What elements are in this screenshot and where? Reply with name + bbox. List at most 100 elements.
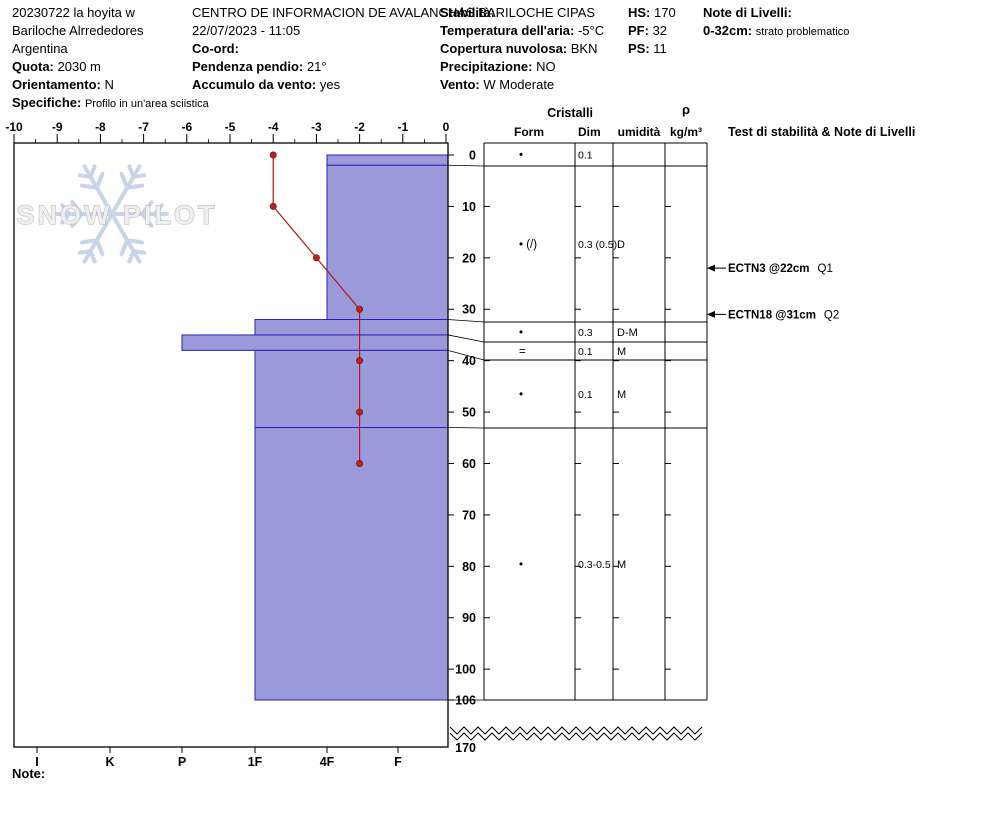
layer-connectors <box>447 164 485 701</box>
layer-bar-2 <box>326 164 449 321</box>
snowflake-spoke <box>110 164 142 216</box>
temp-tick-label: -4 <box>268 120 279 134</box>
layer-connector <box>447 319 485 323</box>
test-result-2: ECTN18 @31cm Q2 <box>728 309 839 321</box>
report-country-text: Argentina <box>12 41 68 56</box>
cell-form-6: • <box>519 559 523 571</box>
copertura-label: Copertura nuvolosa: <box>440 41 568 56</box>
pf-value: 32 <box>652 23 668 38</box>
temp-tick-label: -8 <box>95 120 106 134</box>
field-datetime: 22/07/2023 - 11:05 <box>192 23 300 39</box>
temp-tick-label: -9 <box>52 120 63 134</box>
depth-tick-label: 106 <box>455 694 476 708</box>
copertura-value: BKN <box>570 41 598 56</box>
layer-bar-3 <box>254 319 449 336</box>
snowpilot-watermark: SNOW PILOT <box>16 164 218 264</box>
snowflake-branch <box>94 238 105 257</box>
cell-dim-6: 0.3-0.5 <box>578 559 611 571</box>
snowflake-branch <box>140 200 154 216</box>
field-coord: Co-ord: <box>192 41 239 57</box>
header-rho-unit: kg/m³ <box>670 125 702 139</box>
layer-bar-1 <box>326 154 449 166</box>
specifiche-value: Profilo in un'area sciistica <box>84 98 209 110</box>
depth-tick-label: 100 <box>455 663 476 677</box>
snowflake-spoke <box>110 212 142 264</box>
precipitazione-label: Precipitazione: <box>440 59 533 74</box>
test-arrow-head <box>707 310 715 318</box>
test-arrow-head <box>707 264 715 272</box>
cell-dim-5: 0.1 <box>578 389 593 401</box>
depth-tick-label: 10 <box>462 200 476 214</box>
ps-label: PS: <box>628 41 650 56</box>
temp-tick-label: -3 <box>311 120 322 134</box>
depth-tick-label: 90 <box>462 611 476 625</box>
cell-umidita-6: M <box>617 559 626 571</box>
datetime-value: 22/07/2023 - 11:05 <box>192 23 301 38</box>
accumulo-value: yes <box>319 77 341 92</box>
header-dim: Dim <box>578 125 601 139</box>
temperature-point <box>269 202 277 210</box>
hs-value: 170 <box>654 5 676 20</box>
pf-label: PF: <box>628 23 649 38</box>
cell-umidita-3: D-M <box>617 327 638 339</box>
depth-tick-label: 70 <box>462 508 476 522</box>
specifiche-label: Specifiche: <box>12 95 82 110</box>
hardness-tick-label: I <box>35 755 38 769</box>
depth-tick-label: 80 <box>462 560 476 574</box>
layer-bar-4 <box>181 334 449 351</box>
field-stabilita: Stabilità: <box>440 5 495 21</box>
note-range: 0-32cm: <box>703 23 753 38</box>
depth-tick-label: 0 <box>469 149 476 163</box>
cell-dim-3: 0.3 <box>578 327 593 339</box>
cell-form-5: • <box>519 389 523 401</box>
crystals-table: Cristalli ρ Form Dim umidità kg/m³ Test di sta… <box>483 102 915 701</box>
snowflake-branch <box>131 173 147 179</box>
report-title: 20230722 la hoyita w <box>12 5 135 21</box>
note-livelli-entry: 0-32cm: strato problematico <box>703 23 849 40</box>
cell-umidita-2: D <box>617 239 625 251</box>
temperature-profile <box>269 151 364 467</box>
temperatura-value: -5°C <box>577 23 605 38</box>
temperature-axis: -10 -9 -8 -7 -6 -5 -4 -3 -2 -1 0 <box>5 120 450 143</box>
note-label: Note: <box>12 766 46 781</box>
layer-connector <box>447 427 485 429</box>
plot-border <box>13 142 449 748</box>
report-title-text: 20230722 la hoyita w <box>12 5 135 20</box>
vento-value: W Moderate <box>483 77 555 92</box>
snowflake-spoke <box>82 164 114 216</box>
break-zigzag <box>449 732 703 741</box>
layer-connector <box>447 349 485 361</box>
temperature-point <box>356 408 364 416</box>
snowflake-branch <box>119 171 130 190</box>
stability-tests: ECTN3 @22cm Q1 ECTN18 @31cm Q2 <box>707 263 839 321</box>
depth-tick-label: 40 <box>462 354 476 368</box>
snowflake-branch <box>119 238 130 257</box>
snowflake-branch <box>80 183 99 190</box>
ps-value: 11 <box>653 41 667 56</box>
temp-tick-label: -10 <box>5 120 23 134</box>
snowflake-branch <box>70 212 84 228</box>
report-location-text: Bariloche Alrrededores <box>12 23 144 38</box>
org-name-text: CENTRO DE INFORMACION DE AVALANCHAS BARI… <box>192 5 596 20</box>
coord-label: Co-ord: <box>192 41 239 56</box>
cell-form-2: • (/) <box>519 239 537 251</box>
field-quota: Quota: 2030 m <box>12 59 101 75</box>
field-precipitazione: Precipitazione: NO <box>440 59 556 75</box>
temp-tick-label: -7 <box>138 120 149 134</box>
snowflake-branch <box>125 183 144 190</box>
cell-form-3: • <box>519 327 523 339</box>
snowflake-branch <box>80 238 99 245</box>
header-cristalli: Cristalli <box>547 106 593 120</box>
snowflake-icon <box>55 164 169 264</box>
header-tests: Test di stabilità & Note di Livelli <box>728 125 915 139</box>
cell-dim-1: 0.1 <box>578 150 593 162</box>
hs-label: HS: <box>628 5 651 20</box>
field-temperatura-aria: Temperatura dell'aria: -5°C <box>440 23 604 39</box>
snowflake-branch <box>152 212 164 225</box>
watermark-text: SNOW PILOT <box>17 200 218 230</box>
depth-tick-label: 30 <box>462 303 476 317</box>
org-name: CENTRO DE INFORMACION DE AVALANCHAS BARI… <box>192 5 595 21</box>
field-pf: PF: 32 <box>628 23 667 39</box>
header-form: Form <box>514 125 544 139</box>
